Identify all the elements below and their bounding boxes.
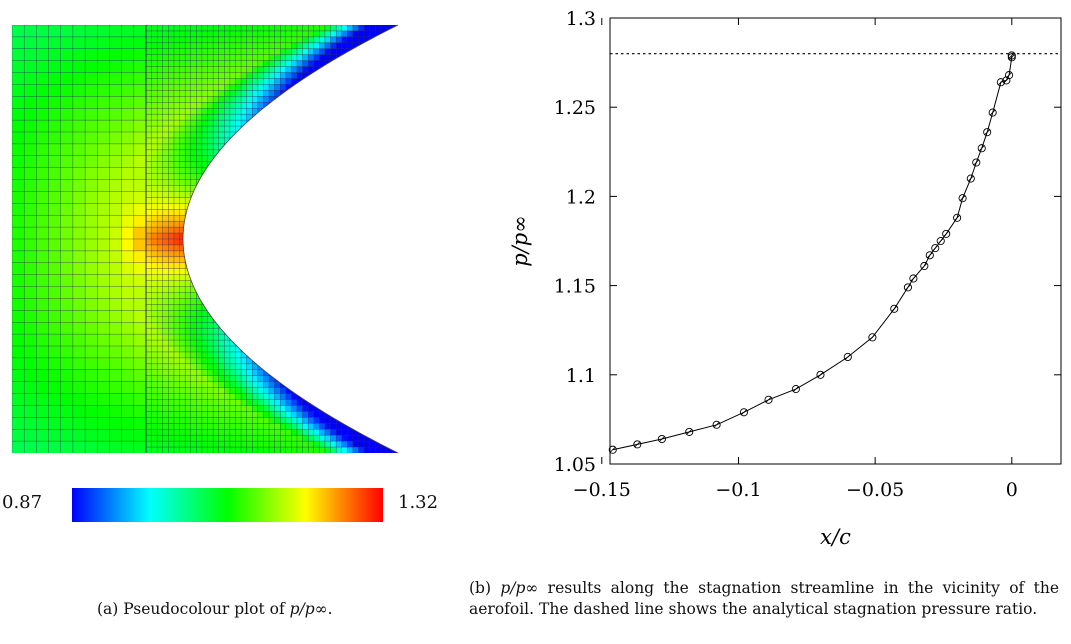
data-point [931,244,940,253]
data-point [791,385,800,394]
data-point-mark [713,421,720,428]
data-point-mark [954,215,960,221]
y-tick-label: 1.15 [554,276,596,298]
data-point [942,229,951,238]
data-point [739,408,748,417]
data-point-mark [817,372,824,378]
caption-a-prefix: (a) Pseudocolour plot of [97,600,290,618]
caption-b-prefix: (b) [469,579,501,597]
data-point-mark [869,334,876,341]
data-point-mark [845,354,851,360]
data-point [920,261,929,271]
x-tick-label: −0.05 [846,479,904,501]
data-point-mark [910,275,917,282]
y-tick-label: 1.3 [566,8,596,30]
data-point [1002,76,1011,85]
data-point-mark [609,446,616,453]
data-point [657,434,666,444]
data-point [633,440,642,449]
data-point-mark [998,79,1004,86]
data-point [764,395,773,404]
y-tick-label: 1.1 [566,365,596,387]
y-tick-label: 1.2 [566,186,596,208]
data-point [685,427,694,436]
data-point [925,251,934,260]
data-point-mark [932,245,939,251]
caption-a-suffix: . [327,600,333,618]
colorbar [72,488,383,522]
x-tick-label: 0 [1006,479,1018,501]
data-point [608,445,617,454]
data-point [972,158,981,167]
caption-a: (a) Pseudocolour plot of p/p∞. [97,599,417,620]
data-point [958,194,967,203]
data-point-mark [905,284,911,291]
data-point-mark [1006,72,1012,78]
data-point [977,144,986,153]
data-point [1007,51,1016,60]
pressure-field [12,25,398,453]
data-point-mark [943,231,949,237]
data-point-mark [1003,77,1010,84]
caption-b-math: p/p∞ [500,579,539,597]
pseudocolour-plot [12,24,399,522]
data-point-mark [978,145,985,152]
data-point-mark [927,252,933,259]
data-point [996,78,1005,87]
data-point-mark [659,436,665,442]
data-point [909,274,918,283]
colorbar-max-label: 1.32 [398,492,439,513]
x-tick-label: −0.1 [715,479,761,501]
data-point-mark [1009,52,1015,59]
data-point [983,128,992,137]
colorbar-min-label: 0.87 [2,492,43,513]
data-point-mark [959,195,966,201]
x-tick-label: −0.15 [573,479,631,501]
data-point-mark [937,238,944,244]
data-point-mark [793,386,799,392]
data-point [988,108,997,117]
plot-frame [609,17,1062,465]
data-point-mark [741,409,747,416]
x-axis-label: x/c [820,525,851,549]
series-line [612,55,1013,451]
data-point-mark [634,441,641,448]
data-point [868,333,877,342]
data-point [936,236,945,246]
aerofoil-boundary [182,24,399,454]
data-point-mark [973,159,980,166]
data-point-mark [968,175,974,182]
data-point [1007,53,1016,62]
y-axis-label: p/p∞ [508,215,532,266]
caption-b: (b) p/p∞ results along the stagnation st… [469,578,1059,620]
data-point-mark [765,396,772,403]
data-point [816,370,825,379]
y-tick-label: 1.25 [554,97,596,119]
caption-a-math: p/p∞ [289,600,328,618]
data-point [966,174,975,183]
data-point [712,420,721,429]
data-point [843,352,852,362]
data-point-mark [891,306,898,312]
data-point-mark [989,109,996,116]
data-point [1005,71,1014,80]
data-point-mark [1009,54,1015,61]
data-point-mark [984,129,990,135]
caption-b-text: results along the stagnation streamline … [469,579,1059,618]
data-point [953,213,962,222]
data-point-mark [921,263,928,269]
y-tick-label: 1.05 [554,454,596,476]
data-point [890,304,899,313]
data-point [903,283,912,292]
data-point-mark [686,429,693,435]
